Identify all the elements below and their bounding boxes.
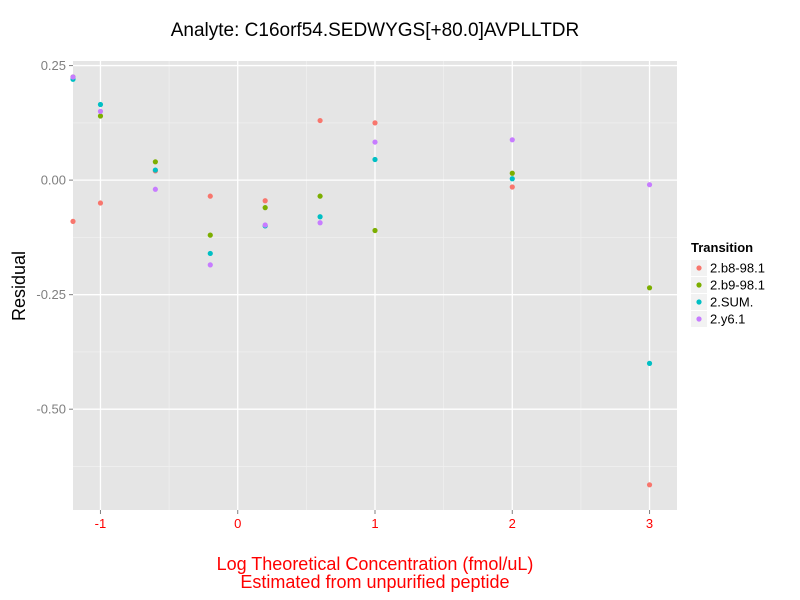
legend-label: 2.b8-98.1 xyxy=(710,261,765,276)
data-point xyxy=(152,186,158,192)
data-point xyxy=(317,220,323,226)
legend-items: 2.b8-98.1 2.b9-98.1 2.SUM. 2.y6.1 xyxy=(691,260,765,327)
data-point xyxy=(317,214,323,220)
data-point xyxy=(646,360,653,366)
y-axis-ticks: 0.25 0.00 -0.25 -0.50 xyxy=(36,58,73,417)
x-axis-label-line-2: Estimated from unpurified peptide xyxy=(240,572,509,592)
data-point xyxy=(97,200,104,206)
data-point xyxy=(646,482,653,488)
data-point xyxy=(372,120,378,126)
x-tick-label: 0 xyxy=(234,516,241,531)
legend-label: 2.SUM. xyxy=(710,295,753,310)
data-point xyxy=(97,108,104,114)
data-point xyxy=(372,156,378,163)
legend-key-dot xyxy=(696,299,702,305)
x-tick-label: 3 xyxy=(646,516,653,531)
data-point xyxy=(509,170,515,176)
legend: Transition 2.b8-98.1 2.b9-98.1 2.SUM. 2.y6.… xyxy=(691,240,765,327)
legend-label: 2.b9-98.1 xyxy=(710,278,765,293)
y-tick-label: -0.25 xyxy=(36,287,66,302)
data-point xyxy=(372,139,378,145)
legend-key-dot xyxy=(696,265,702,271)
data-point xyxy=(317,117,323,124)
x-tick-label: -1 xyxy=(95,516,107,531)
data-point xyxy=(509,176,515,182)
legend-label: 2.y6.1 xyxy=(710,312,745,327)
y-tick-label: -0.50 xyxy=(36,402,66,417)
y-axis-label: Residual xyxy=(9,251,29,321)
y-tick-label: 0.00 xyxy=(41,173,66,188)
data-points xyxy=(70,74,653,488)
data-point xyxy=(262,222,268,228)
data-point xyxy=(509,137,515,143)
major-gridlines xyxy=(73,61,677,510)
data-point xyxy=(262,198,268,204)
data-point xyxy=(70,74,76,80)
data-point xyxy=(207,232,213,238)
data-point xyxy=(152,167,158,173)
data-point xyxy=(97,113,104,119)
data-point xyxy=(646,182,653,188)
data-point xyxy=(152,159,158,165)
x-axis-ticks: -1 0 1 2 3 xyxy=(95,510,653,531)
x-tick-label: 1 xyxy=(371,516,378,531)
data-point xyxy=(646,285,653,291)
data-point xyxy=(509,184,515,190)
data-point xyxy=(207,193,213,199)
data-point xyxy=(372,227,378,234)
y-tick-label: 0.25 xyxy=(41,58,66,73)
x-axis-label-line-1: Log Theoretical Concentration (fmol/uL) xyxy=(217,554,534,574)
chart-title: Analyte: C16orf54.SEDWYGS[+80.0]AVPLLTDR xyxy=(171,20,580,41)
data-point xyxy=(70,218,76,224)
legend-key-dot xyxy=(696,316,702,322)
data-point xyxy=(97,101,104,108)
legend-key-dot xyxy=(696,282,702,288)
data-point xyxy=(207,250,213,257)
data-point xyxy=(207,262,213,268)
data-point xyxy=(262,205,268,211)
legend-title: Transition xyxy=(691,240,753,255)
data-point xyxy=(317,193,323,199)
x-tick-label: 2 xyxy=(509,516,516,531)
